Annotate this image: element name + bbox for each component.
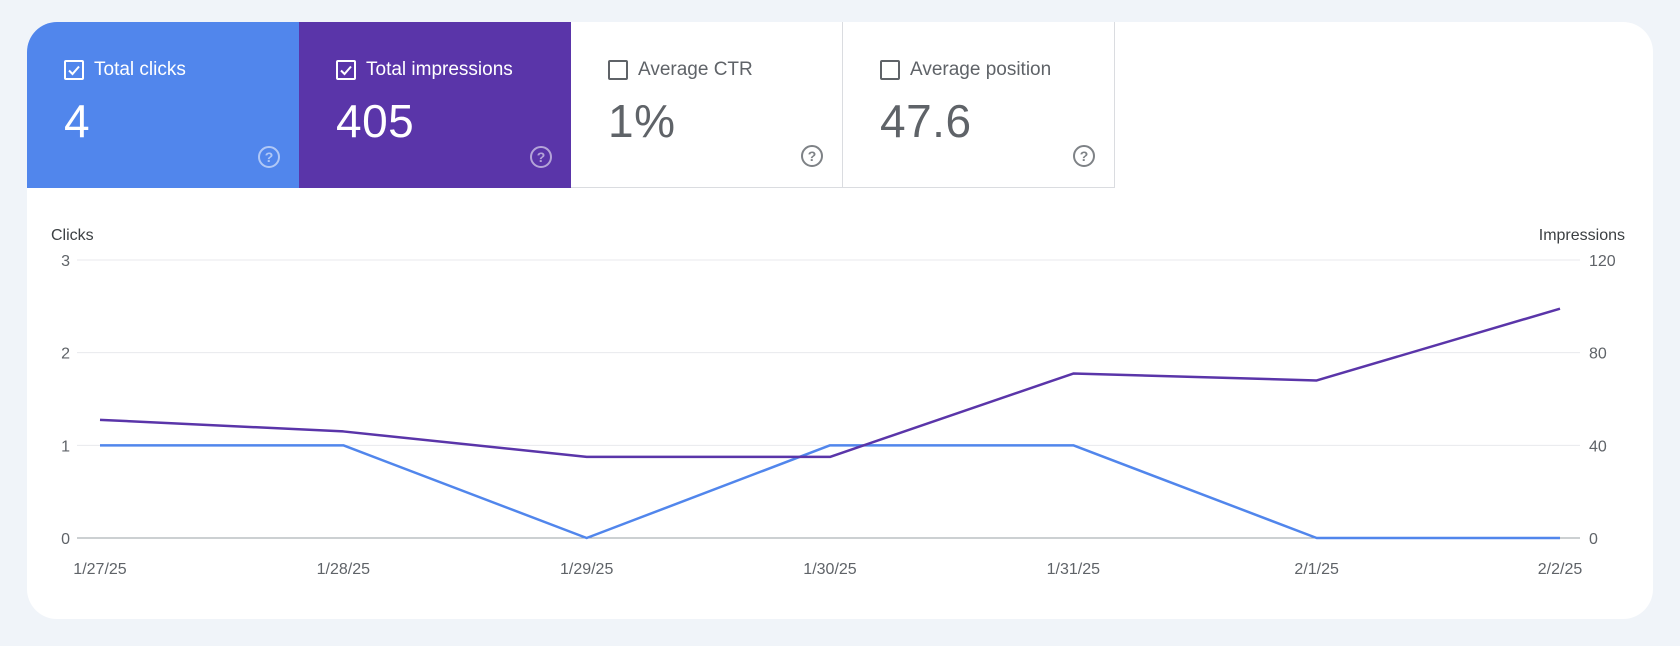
performance-card: Total clicks 4 ? Total impressions 405 ?… [27, 22, 1653, 619]
y-left-tick-label: 2 [61, 346, 70, 363]
x-tick-label: 1/30/25 [803, 561, 856, 578]
x-tick-label: 1/29/25 [560, 561, 613, 578]
x-axis-ticks: 1/27/25 1/28/25 1/29/25 1/30/25 1/31/25 2/1/2… [73, 561, 1582, 578]
metric-value: 1% [608, 95, 676, 147]
y-axis-right-title: Impressions [1539, 227, 1625, 244]
metric-average-ctr[interactable]: Average CTR 1% ? [571, 22, 843, 188]
metric-header: Total clicks [64, 58, 299, 82]
help-icon[interactable]: ? [801, 145, 823, 167]
metric-label: Total impressions [366, 59, 513, 80]
metric-total-impressions[interactable]: Total impressions 405 ? [299, 22, 571, 188]
checkbox-unchecked-icon[interactable] [880, 60, 900, 80]
x-tick-label: 1/27/25 [73, 561, 126, 578]
help-icon[interactable]: ? [1073, 145, 1095, 167]
y-left-tick-label: 3 [61, 253, 70, 270]
x-tick-label: 2/1/25 [1294, 561, 1339, 578]
x-tick-label: 1/31/25 [1047, 561, 1100, 578]
metric-tabs: Total clicks 4 ? Total impressions 405 ?… [27, 22, 1115, 188]
metric-header: Average CTR [608, 58, 842, 82]
checkbox-checked-icon[interactable] [336, 60, 356, 80]
y-axis-left-ticks: 0 1 2 3 [61, 253, 70, 548]
y-right-tick-label: 80 [1589, 346, 1607, 363]
metric-label: Total clicks [94, 59, 186, 80]
y-left-tick-label: 1 [61, 438, 70, 455]
y-axis-right-ticks: 0 40 80 120 [1589, 253, 1616, 548]
checkbox-unchecked-icon[interactable] [608, 60, 628, 80]
x-tick-label: 1/28/25 [317, 561, 370, 578]
performance-line-chart: Clicks Impressions 0 1 2 3 0 40 80 120 1/27/25… [51, 227, 1625, 578]
y-right-tick-label: 0 [1589, 531, 1598, 548]
metric-value: 47.6 [880, 95, 972, 147]
y-axis-left-title: Clicks [51, 227, 94, 244]
metric-value: 4 [64, 95, 91, 147]
series-line-total-clicks [100, 444, 1560, 540]
grid-lines [77, 259, 1580, 539]
y-right-tick-label: 40 [1589, 438, 1607, 455]
metric-value: 405 [336, 95, 415, 147]
metric-average-position[interactable]: Average position 47.6 ? [843, 22, 1115, 188]
help-icon[interactable]: ? [530, 146, 552, 168]
checkbox-checked-icon[interactable] [64, 60, 84, 80]
metric-header: Average position [880, 58, 1114, 82]
y-right-tick-label: 120 [1589, 253, 1616, 270]
x-tick-label: 2/2/25 [1538, 561, 1583, 578]
metric-header: Total impressions [336, 58, 571, 82]
y-left-tick-label: 0 [61, 531, 70, 548]
metric-label: Average CTR [638, 59, 753, 80]
series-lines [99, 307, 1561, 540]
series-line-total-impressions [99, 307, 1561, 459]
metric-label: Average position [910, 59, 1052, 80]
help-icon[interactable]: ? [258, 146, 280, 168]
metric-total-clicks[interactable]: Total clicks 4 ? [27, 22, 299, 188]
